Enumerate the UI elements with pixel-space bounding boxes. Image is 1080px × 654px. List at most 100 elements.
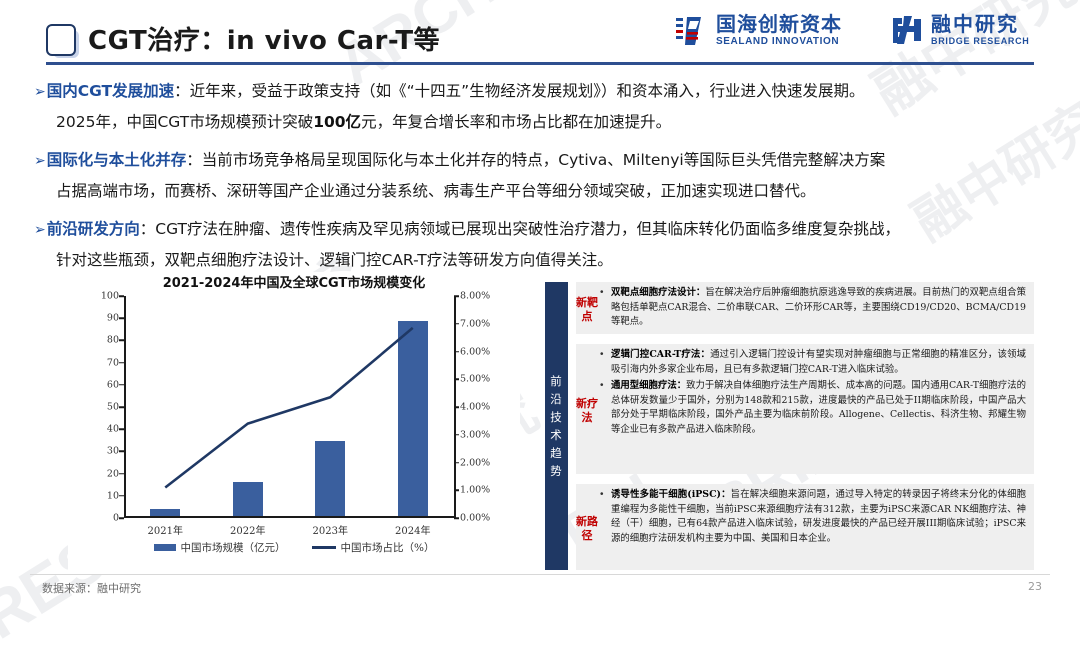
y-tick-mark-right bbox=[454, 434, 459, 436]
chart-title: 2021-2024年中国及全球CGT市场规模变化 bbox=[162, 276, 426, 291]
bullet-text: 元，年复合增长率和市场占比都在加速提升。 bbox=[361, 113, 672, 131]
y-tick-label-right: 0.00% bbox=[460, 512, 491, 524]
panel-block: 新路径 • 诱导性多能干细胞(iPSC)：旨在解决细胞来源问题，通过导入特定的转… bbox=[576, 484, 1034, 570]
y-tick-label-right: 4.00% bbox=[460, 401, 491, 413]
x-axis bbox=[124, 516, 456, 518]
bullet-text: ：近年来，受益于政策支持（如《“十四五”生物经济发展规划》）和资本涌入，行业进入… bbox=[174, 82, 865, 100]
legend-swatch-bar bbox=[153, 544, 176, 551]
chart-plot-area: 0 10 20 30 40 50 60 70 80 90 100 0.00% 1.00% 2.00% 3.… bbox=[101, 291, 490, 538]
y-tick-label-right: 1.00% bbox=[460, 484, 491, 496]
y-tick-label-left: 40 bbox=[106, 423, 119, 435]
y-tick-mark-right bbox=[454, 295, 459, 297]
panel-list-item: • 通用型细胞疗法：致力于解决自体细胞疗法生产周期长、成本高的问题。国内通用CA… bbox=[600, 379, 1026, 437]
y-tick-label-right: 5.00% bbox=[460, 373, 491, 385]
panel-item-body: 致力于解决自体细胞疗法生产周期长、成本高的问题。国内通用CAR-T细胞疗法的总体… bbox=[611, 380, 1026, 435]
panel-item-body: 旨在解决治疗后肿瘤细胞抗原逃逸导致的疾病进展。目前热门的双靶点组合策略包括单靶点… bbox=[611, 287, 1026, 327]
y-tick-label-right: 2.00% bbox=[460, 457, 491, 468]
panel-list-item: • 双靶点细胞疗法设计：旨在解决治疗后肿瘤细胞抗原逃逸导致的疾病进展。目前热门的… bbox=[600, 286, 1026, 330]
panel-block: 新疗法 • 逻辑门控CAR-T疗法：通过引入逻辑门控设计有望实现对肿瘤细胞与正常… bbox=[576, 344, 1034, 474]
y-axis-left bbox=[124, 296, 126, 518]
y-tick-mark-right bbox=[454, 378, 459, 380]
bullet-dot-icon: • bbox=[600, 489, 604, 500]
y-tick-mark-left bbox=[119, 472, 124, 475]
line-series bbox=[164, 326, 414, 489]
panel-item-title: 逻辑门控CAR-T疗法： bbox=[611, 349, 711, 360]
legend-label: 中国市场占比（%） bbox=[340, 542, 435, 554]
legend-swatch-line bbox=[311, 546, 336, 549]
bridge-name-cn: 融中研究 bbox=[931, 12, 1019, 36]
bridge-mark-icon bbox=[893, 16, 921, 44]
y-tick-mark-right bbox=[454, 350, 459, 353]
bullet-text: ：CGT疗法在肿瘤、遗传性疾病及罕见病领域已展现出突破性治疗潜力，但其临床转化仍… bbox=[139, 220, 901, 238]
chart-legend: 中国市场规模（亿元） 中国市场占比（%） bbox=[68, 540, 520, 555]
bullet-marker-icon: ➢ bbox=[34, 222, 46, 238]
y-tick-label-left: 10 bbox=[106, 490, 119, 502]
legend-item-line: 中国市场占比（%） bbox=[311, 540, 435, 555]
bullet-marker-icon: ➢ bbox=[34, 84, 46, 100]
bullet-text: 针对这些瓶颈，双靶点细胞疗法设计、逻辑门控CAR-T疗法等研发方向值得关注。 bbox=[56, 251, 613, 269]
data-source: 数据来源：融中研究 bbox=[42, 582, 141, 595]
sealand-innovation-logo: 国海创新资本 SEALAND INNOVATION bbox=[675, 14, 842, 47]
y-tick-mark-left bbox=[119, 339, 124, 342]
y-tick-label-left: 0 bbox=[112, 512, 119, 524]
panel-item-body: 旨在解决细胞来源问题，通过导入特定的转录因子将终末分化的体细胞重编程为多能性干细… bbox=[611, 489, 1026, 544]
y-tick-mark-left bbox=[119, 406, 124, 408]
rounded-square-icon bbox=[46, 24, 79, 58]
panel-item-title: 双靶点细胞疗法设计： bbox=[611, 287, 706, 298]
panel-block: 新靶点 • 双靶点细胞疗法设计：旨在解决治疗后肿瘤细胞抗原逃逸导致的疾病进展。目… bbox=[576, 282, 1034, 334]
bullet-item: ➢国际化与本土化并存：当前市场竞争格局呈现国际化与本土化并存的特点，Cytiva… bbox=[34, 145, 1049, 206]
y-tick-label-left: 50 bbox=[106, 401, 119, 413]
y-tick-label-left: 90 bbox=[106, 312, 119, 324]
y-tick-label-left: 70 bbox=[106, 357, 119, 369]
bridge-research-logo: 融中研究 BRIDGE RESEARCH bbox=[890, 14, 1030, 46]
y-tick-label-left: 30 bbox=[106, 445, 119, 457]
bullet-heading: 国际化与本土化并存 bbox=[46, 151, 187, 169]
panel-item-title: 通用型细胞疗法： bbox=[611, 380, 687, 391]
y-tick-label-right: 8.00% bbox=[460, 290, 491, 302]
panel-block-tag: 新疗法 bbox=[576, 396, 598, 424]
panel-block-body: • 诱导性多能干细胞(iPSC)：旨在解决细胞来源问题，通过导入特定的转录因子将… bbox=[598, 484, 1034, 570]
sealand-name-cn: 国海创新资本 bbox=[716, 12, 842, 36]
line-path bbox=[164, 326, 414, 489]
y-tick-mark-right bbox=[454, 489, 459, 491]
x-tick-label: 2022年 bbox=[230, 526, 266, 537]
slide-header: CGT治疗：in vivo Car-T等 国海创新资本 SEALAND INNO… bbox=[0, 0, 1080, 68]
bullet-heading: 前沿研发方向 bbox=[46, 220, 140, 238]
bullet-dot-icon: • bbox=[600, 380, 604, 391]
bar bbox=[232, 481, 263, 516]
page-title: CGT治疗：in vivo Car-T等 bbox=[88, 26, 441, 56]
panel-block-tag: 新靶点 bbox=[576, 295, 598, 323]
y-tick-mark-left bbox=[119, 295, 124, 297]
y-tick-mark-left bbox=[119, 517, 124, 519]
bar bbox=[397, 320, 428, 516]
y-tick-label-right: 7.00% bbox=[460, 318, 491, 330]
bridge-name-en: BRIDGE RESEARCH bbox=[931, 36, 1030, 46]
panel-item-body: 通过引入逻辑门控设计有望实现对肿瘤细胞与正常细胞的精准区分，该领域吸引海内外多家… bbox=[611, 349, 1026, 375]
panel-list-item: • 逻辑门控CAR-T疗法：通过引入逻辑门控设计有望实现对肿瘤细胞与正常细胞的精… bbox=[600, 348, 1026, 377]
y-tick-label-left: 60 bbox=[106, 379, 119, 391]
y-tick-mark-left bbox=[119, 361, 124, 364]
bullet-item: ➢国内CGT发展加速：近年来，受益于政策支持（如《“十四五”生物经济发展规划》）… bbox=[34, 76, 1049, 137]
y-tick-label-left: 80 bbox=[106, 334, 119, 346]
x-tick-label: 2024年 bbox=[395, 526, 431, 537]
bar bbox=[150, 509, 181, 516]
y-tick-label-left: 20 bbox=[106, 468, 119, 480]
y-tick-mark-right bbox=[454, 323, 459, 325]
bullet-marker-icon: ➢ bbox=[34, 153, 46, 169]
y-tick-label-left: 100 bbox=[100, 290, 119, 302]
side-tab-trend: 前沿技术趋势 bbox=[545, 282, 568, 570]
bullet-emphasis: 100亿 bbox=[313, 113, 362, 131]
legend-item-bar: 中国市场规模（亿元） bbox=[153, 540, 286, 555]
bullet-heading: 国内CGT发展加速 bbox=[46, 82, 175, 100]
y-tick-mark-left bbox=[119, 428, 124, 430]
x-tick-label: 2023年 bbox=[312, 526, 348, 537]
footer-divider bbox=[30, 574, 1050, 575]
panel-block-tag: 新路径 bbox=[576, 514, 598, 542]
y-tick-mark-left bbox=[119, 495, 124, 497]
y-tick-mark-left bbox=[119, 317, 124, 319]
bar bbox=[315, 440, 346, 516]
side-tab-label: 前沿技术趋势 bbox=[550, 374, 563, 478]
cgt-market-chart: 2021-2024年中国及全球CGT市场规模变化 0 10 20 30 40 50 60 70… bbox=[68, 272, 520, 574]
y-tick-label-right: 3.00% bbox=[460, 429, 491, 441]
y-tick-mark-right bbox=[454, 461, 459, 464]
